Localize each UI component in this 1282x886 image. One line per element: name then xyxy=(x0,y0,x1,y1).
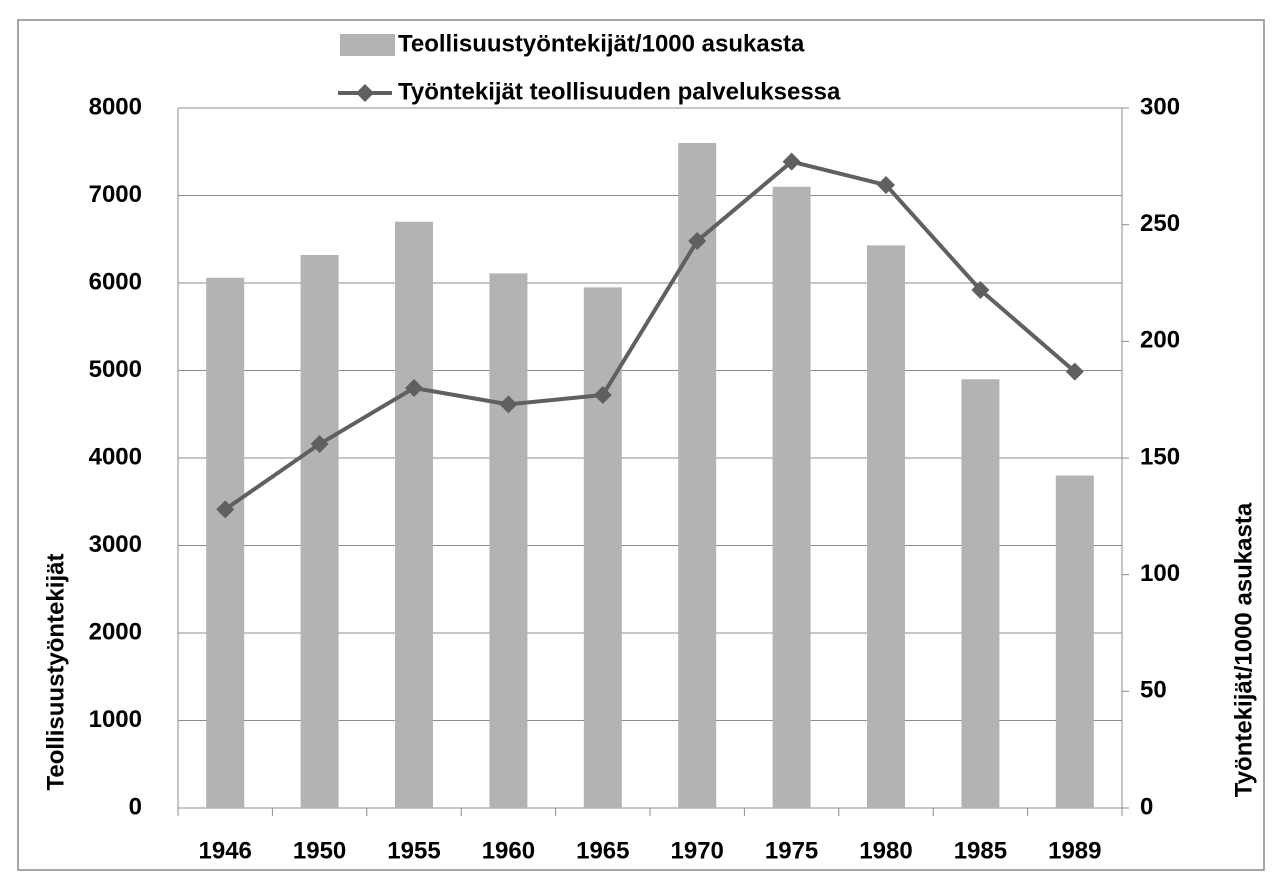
y-tick-label: 5000 xyxy=(89,356,142,383)
y-tick-label: 3000 xyxy=(89,531,142,558)
y2-tick-label: 300 xyxy=(1140,93,1180,120)
y-tick-label: 1000 xyxy=(89,706,142,733)
x-tick-label: 1955 xyxy=(387,837,440,864)
bar xyxy=(678,143,717,808)
y-tick-label: 6000 xyxy=(89,268,142,295)
legend-label: Työntekijät teollisuuden palveluksessa xyxy=(398,78,841,105)
line-marker xyxy=(688,232,707,250)
line-marker xyxy=(971,281,990,299)
x-tick-label: 1965 xyxy=(576,837,629,864)
line-marker xyxy=(1065,362,1084,381)
x-tick-label: 1950 xyxy=(293,837,346,864)
line-marker xyxy=(877,176,895,194)
line-marker xyxy=(310,435,329,453)
x-tick-label: 1970 xyxy=(671,837,724,864)
bar xyxy=(961,379,1000,808)
line-marker xyxy=(593,386,612,404)
line-marker xyxy=(216,500,235,519)
y-tick-label: 7000 xyxy=(89,181,142,208)
y-axis-title: Teollisuustyöntekijät xyxy=(42,554,69,791)
bar xyxy=(300,255,339,808)
y2-tick-label: 100 xyxy=(1140,560,1180,587)
y-tick-label: 2000 xyxy=(89,618,142,645)
bar xyxy=(395,221,433,808)
legend-label: Teollisuustyöntekijät/1000 asukasta xyxy=(398,30,805,57)
bar xyxy=(867,245,905,808)
bar xyxy=(772,186,811,808)
y-tick-label: 4000 xyxy=(89,443,142,470)
line-marker xyxy=(405,379,423,397)
bar xyxy=(206,277,245,808)
bar xyxy=(1055,475,1094,808)
x-tick-label: 1946 xyxy=(199,837,252,864)
y-tick-label: 0 xyxy=(129,793,142,820)
x-tick-label: 1985 xyxy=(954,837,1007,864)
line-marker xyxy=(499,395,518,414)
y2-tick-label: 250 xyxy=(1140,210,1180,237)
line xyxy=(224,159,1077,511)
x-tick-label: 1975 xyxy=(765,837,818,864)
x-tick-label: 1960 xyxy=(482,837,535,864)
bar xyxy=(489,273,528,808)
legend-marker xyxy=(356,84,374,102)
y2-tick-label: 200 xyxy=(1140,327,1180,354)
line-marker xyxy=(782,152,801,171)
x-tick-label: 1989 xyxy=(1048,837,1101,864)
y2-axis-title: Työntekijät/1000 asukasta xyxy=(1230,502,1257,797)
x-tick-label: 1980 xyxy=(859,837,912,864)
legend-swatch xyxy=(340,34,395,56)
y2-tick-label: 150 xyxy=(1140,443,1180,470)
y2-tick-label: 0 xyxy=(1140,793,1153,820)
y-tick-label: 8000 xyxy=(89,93,142,120)
y2-tick-label: 50 xyxy=(1140,677,1167,704)
bar xyxy=(583,287,622,808)
